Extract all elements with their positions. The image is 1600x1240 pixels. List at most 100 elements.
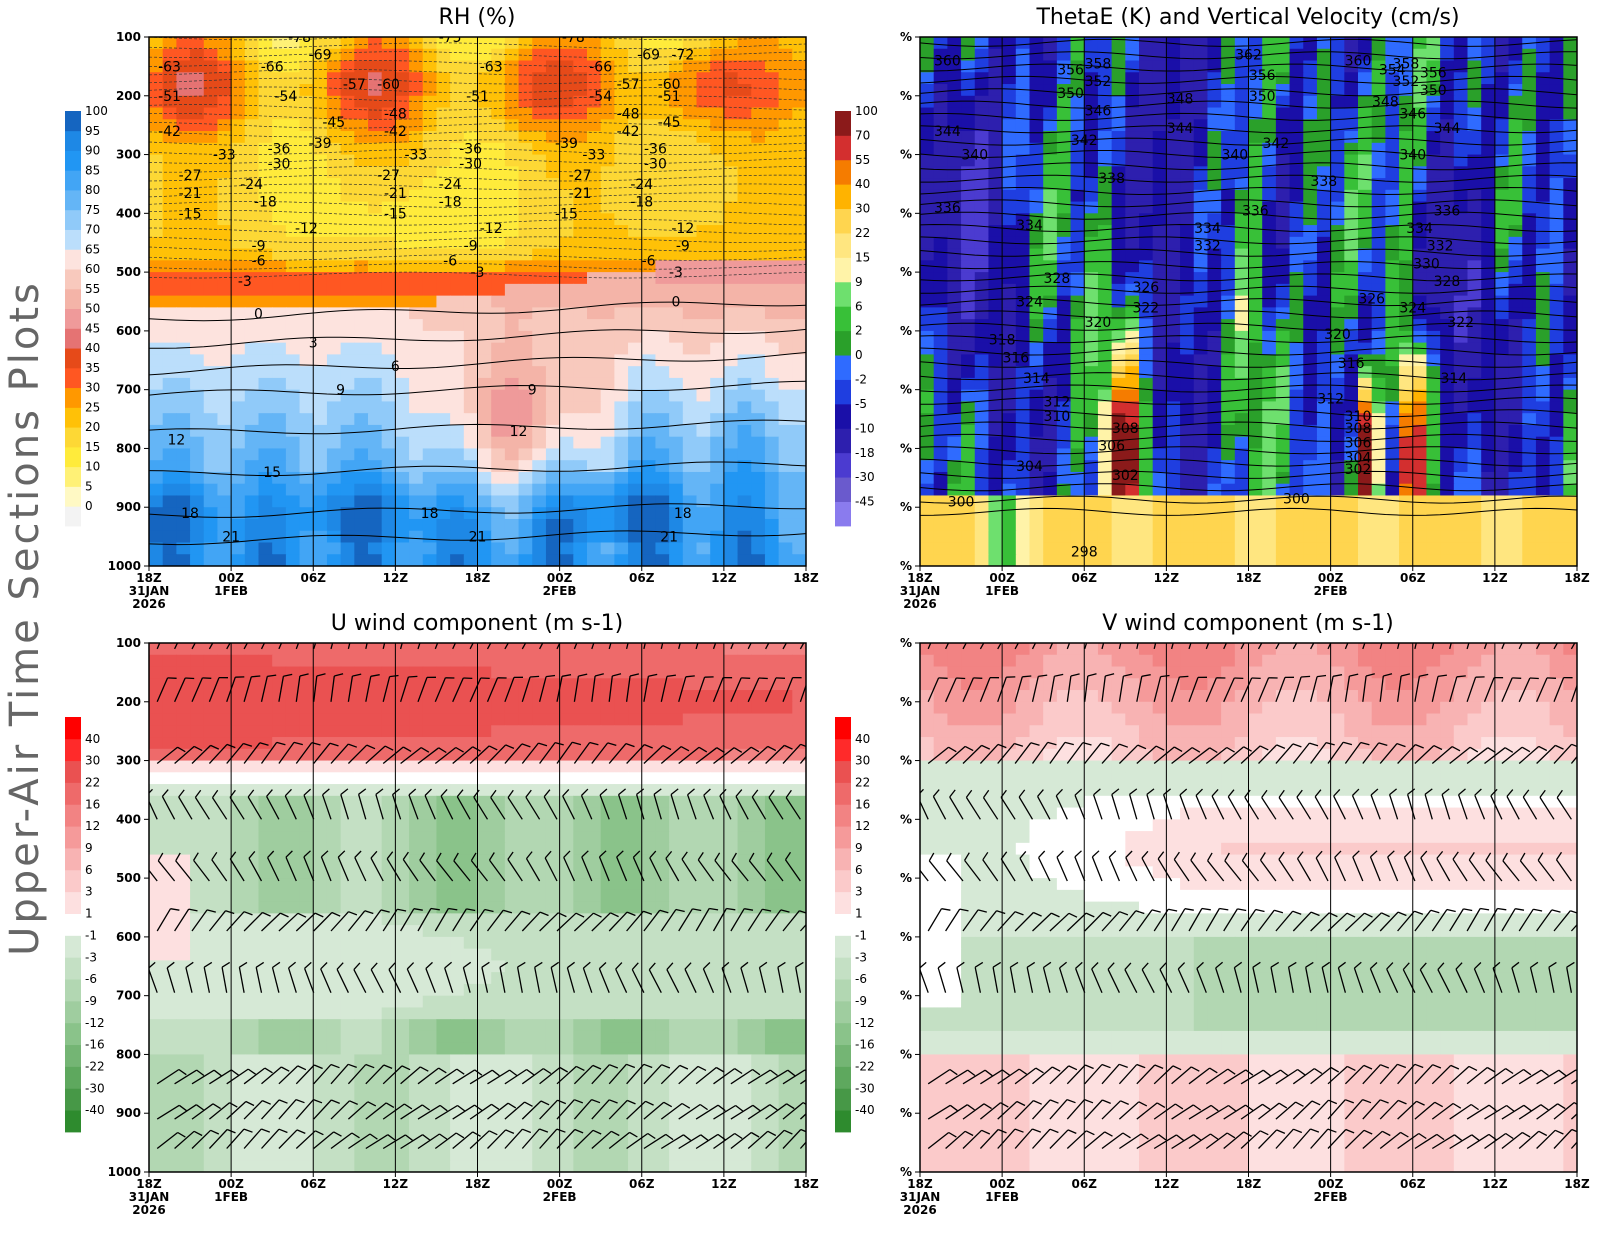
rh-cell (272, 225, 286, 237)
rh-cell (601, 378, 615, 390)
thetae-cell (1522, 354, 1536, 366)
u-cell (245, 655, 259, 667)
thetae-cell (1194, 37, 1208, 49)
thetae-cell (947, 448, 961, 460)
rh-cell (655, 390, 669, 402)
rh-cell (163, 401, 177, 413)
thetae-cell (1454, 495, 1468, 507)
rh-cell (423, 225, 437, 237)
thetae-cell (1112, 213, 1126, 225)
u-cell (149, 643, 163, 655)
thetae-cell (1536, 296, 1550, 308)
rh-cell (341, 225, 355, 237)
thetae-cell (1098, 554, 1112, 566)
rh-colorbar-swatch (65, 388, 81, 408)
rh-cell (587, 495, 601, 507)
thetae-cell (1303, 260, 1317, 272)
rh-contour-label: 18 (181, 506, 199, 522)
rh-cell (272, 507, 286, 519)
thetae-cell (1290, 542, 1304, 554)
thetae-cell (1016, 119, 1030, 131)
thetae-cell (1221, 413, 1235, 425)
rh-cell (573, 272, 587, 284)
thetae-cell (1084, 296, 1098, 308)
rh-cell (354, 166, 368, 178)
rh-cell (163, 343, 177, 355)
thetae-cell (1550, 413, 1564, 425)
rh-cell (395, 413, 409, 425)
thetae-cell (1454, 531, 1468, 543)
rh-cell (423, 378, 437, 390)
rh-cell (765, 472, 779, 484)
thetae-cell (1016, 495, 1030, 507)
thetae-cell (947, 272, 961, 284)
thetae-cell (1139, 155, 1153, 167)
thetae-cell (1057, 542, 1071, 554)
thetae-cell (1002, 437, 1016, 449)
rh-cell (217, 166, 231, 178)
rh-cell (231, 108, 245, 120)
thetae-cell (1207, 37, 1221, 49)
thetae-cell (1166, 460, 1180, 472)
thetae-cell (1550, 437, 1564, 449)
u-cell (423, 643, 437, 655)
thetae-contour-label: 308 (1112, 421, 1139, 437)
thetae-cell (1112, 84, 1126, 96)
rh-cell (724, 542, 738, 554)
rh-panel-title: RH (%) (439, 5, 516, 30)
thetae-cell (1536, 260, 1550, 272)
thetae-cell (1207, 519, 1221, 531)
rh-cell (505, 401, 519, 413)
thetae-colorbar-label: -2 (855, 373, 867, 387)
rh-cell (792, 155, 806, 167)
thetae-cell (1153, 260, 1167, 272)
thetae-cell (1331, 425, 1345, 437)
thetae-cell (1249, 343, 1263, 355)
rh-cell (231, 296, 245, 308)
rh-cell (697, 401, 711, 413)
rh-cell (450, 484, 464, 496)
rh-cell (519, 84, 533, 96)
rh-cell (217, 401, 231, 413)
rh-cell (751, 202, 765, 214)
thetae-cell (1344, 484, 1358, 496)
rh-cell (765, 495, 779, 507)
thetae-cell (1112, 542, 1126, 554)
u-cell (601, 643, 615, 655)
thetae-cell (1372, 519, 1386, 531)
thetae-cell (1522, 519, 1536, 531)
rh-cell (354, 237, 368, 249)
rh-cell (368, 108, 382, 120)
rh-cell (779, 542, 793, 554)
u-cell (587, 643, 601, 655)
rh-cell (204, 190, 218, 202)
thetae-cell (1563, 96, 1577, 108)
thetae-cell (1016, 554, 1030, 566)
thetae-cell (1454, 143, 1468, 155)
rh-cell (505, 202, 519, 214)
thetae-cell (1153, 237, 1167, 249)
rh-cell (409, 84, 423, 96)
rh-cell (491, 166, 505, 178)
rh-cell (395, 507, 409, 519)
rh-cell (697, 225, 711, 237)
rh-cell (217, 413, 231, 425)
rh-cell (601, 448, 615, 460)
u-cell (532, 643, 546, 655)
thetae-cell (1180, 49, 1194, 61)
rh-cell (450, 296, 464, 308)
rh-cell (710, 413, 724, 425)
rh-cell (368, 272, 382, 284)
rh-cell (546, 155, 560, 167)
thetae-cell (1317, 484, 1331, 496)
thetae-cell (1385, 531, 1399, 543)
rh-cell (546, 495, 560, 507)
rh-cell (354, 542, 368, 554)
thetae-cell (1166, 531, 1180, 543)
rh-cell (601, 484, 615, 496)
thetae-cell (1481, 413, 1495, 425)
rh-cell (423, 260, 437, 272)
thetae-cell (1481, 554, 1495, 566)
thetae-cell (1372, 531, 1386, 543)
thetae-cell (1207, 49, 1221, 61)
